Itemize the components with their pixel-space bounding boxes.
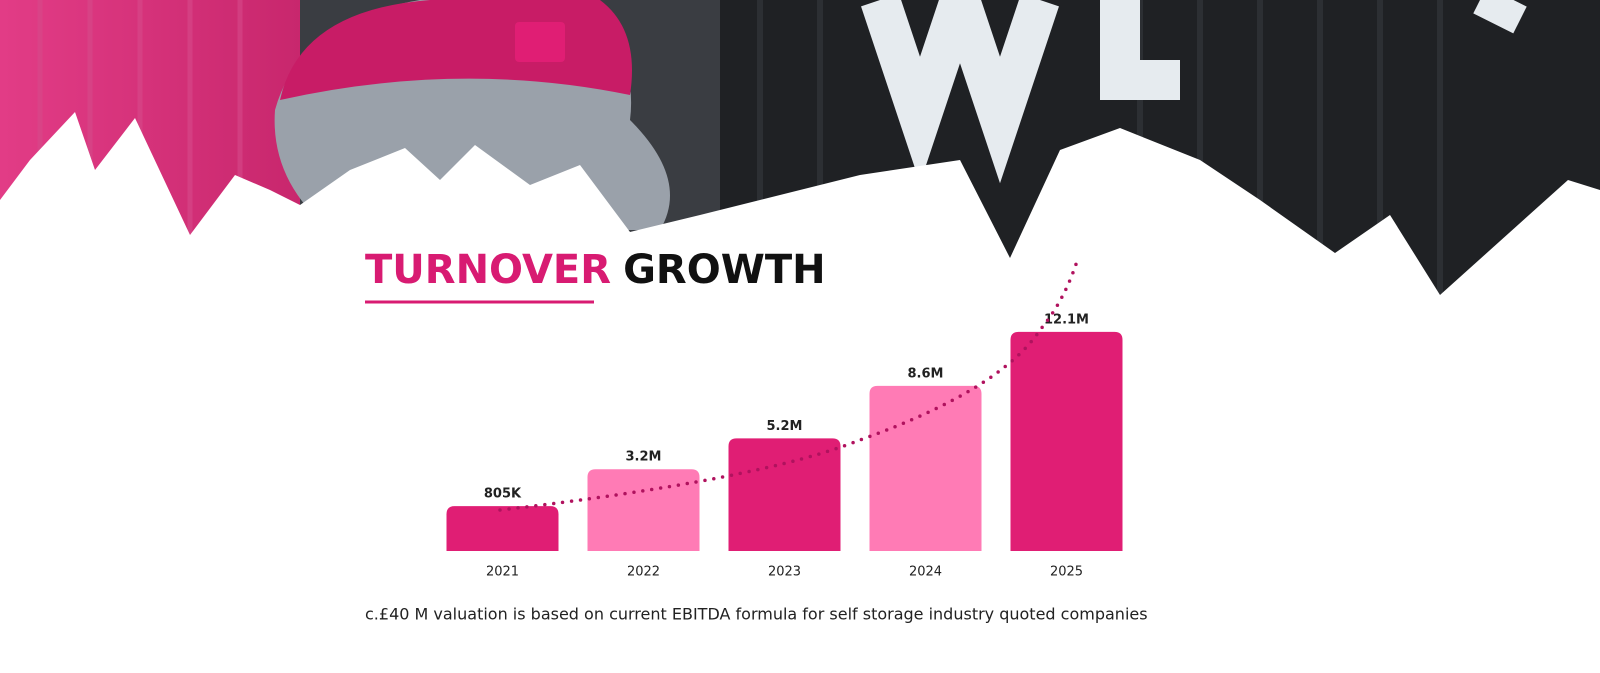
bar	[1010, 331, 1123, 551]
x-tick-label: 2025	[1050, 565, 1083, 580]
bar	[728, 438, 841, 551]
x-tick-label: 2021	[486, 565, 519, 580]
value-label: 3.2M	[626, 450, 662, 465]
value-label: 8.6M	[908, 366, 944, 381]
chart-title: TURNOVER GROWTH	[365, 247, 826, 293]
title-part: GROWTH	[623, 247, 826, 293]
value-label: 805K	[484, 487, 522, 502]
title-part: TURNOVER	[365, 247, 611, 293]
x-tick-label: 2023	[768, 565, 801, 580]
trend-line	[498, 256, 1080, 512]
footnote: c.£40 M valuation is based on current EB…	[365, 605, 1148, 624]
x-tick-label: 2024	[909, 565, 942, 580]
x-tick-label: 2022	[627, 565, 660, 580]
value-label: 5.2M	[767, 419, 803, 434]
bar	[446, 506, 559, 551]
plot: 2021 805K 2022 3.2M 2023 5.2M 2024 8.6M 2025 12.1…	[446, 256, 1123, 580]
bar	[587, 469, 700, 551]
bar	[869, 385, 982, 551]
value-label: 12.1M	[1044, 312, 1089, 327]
